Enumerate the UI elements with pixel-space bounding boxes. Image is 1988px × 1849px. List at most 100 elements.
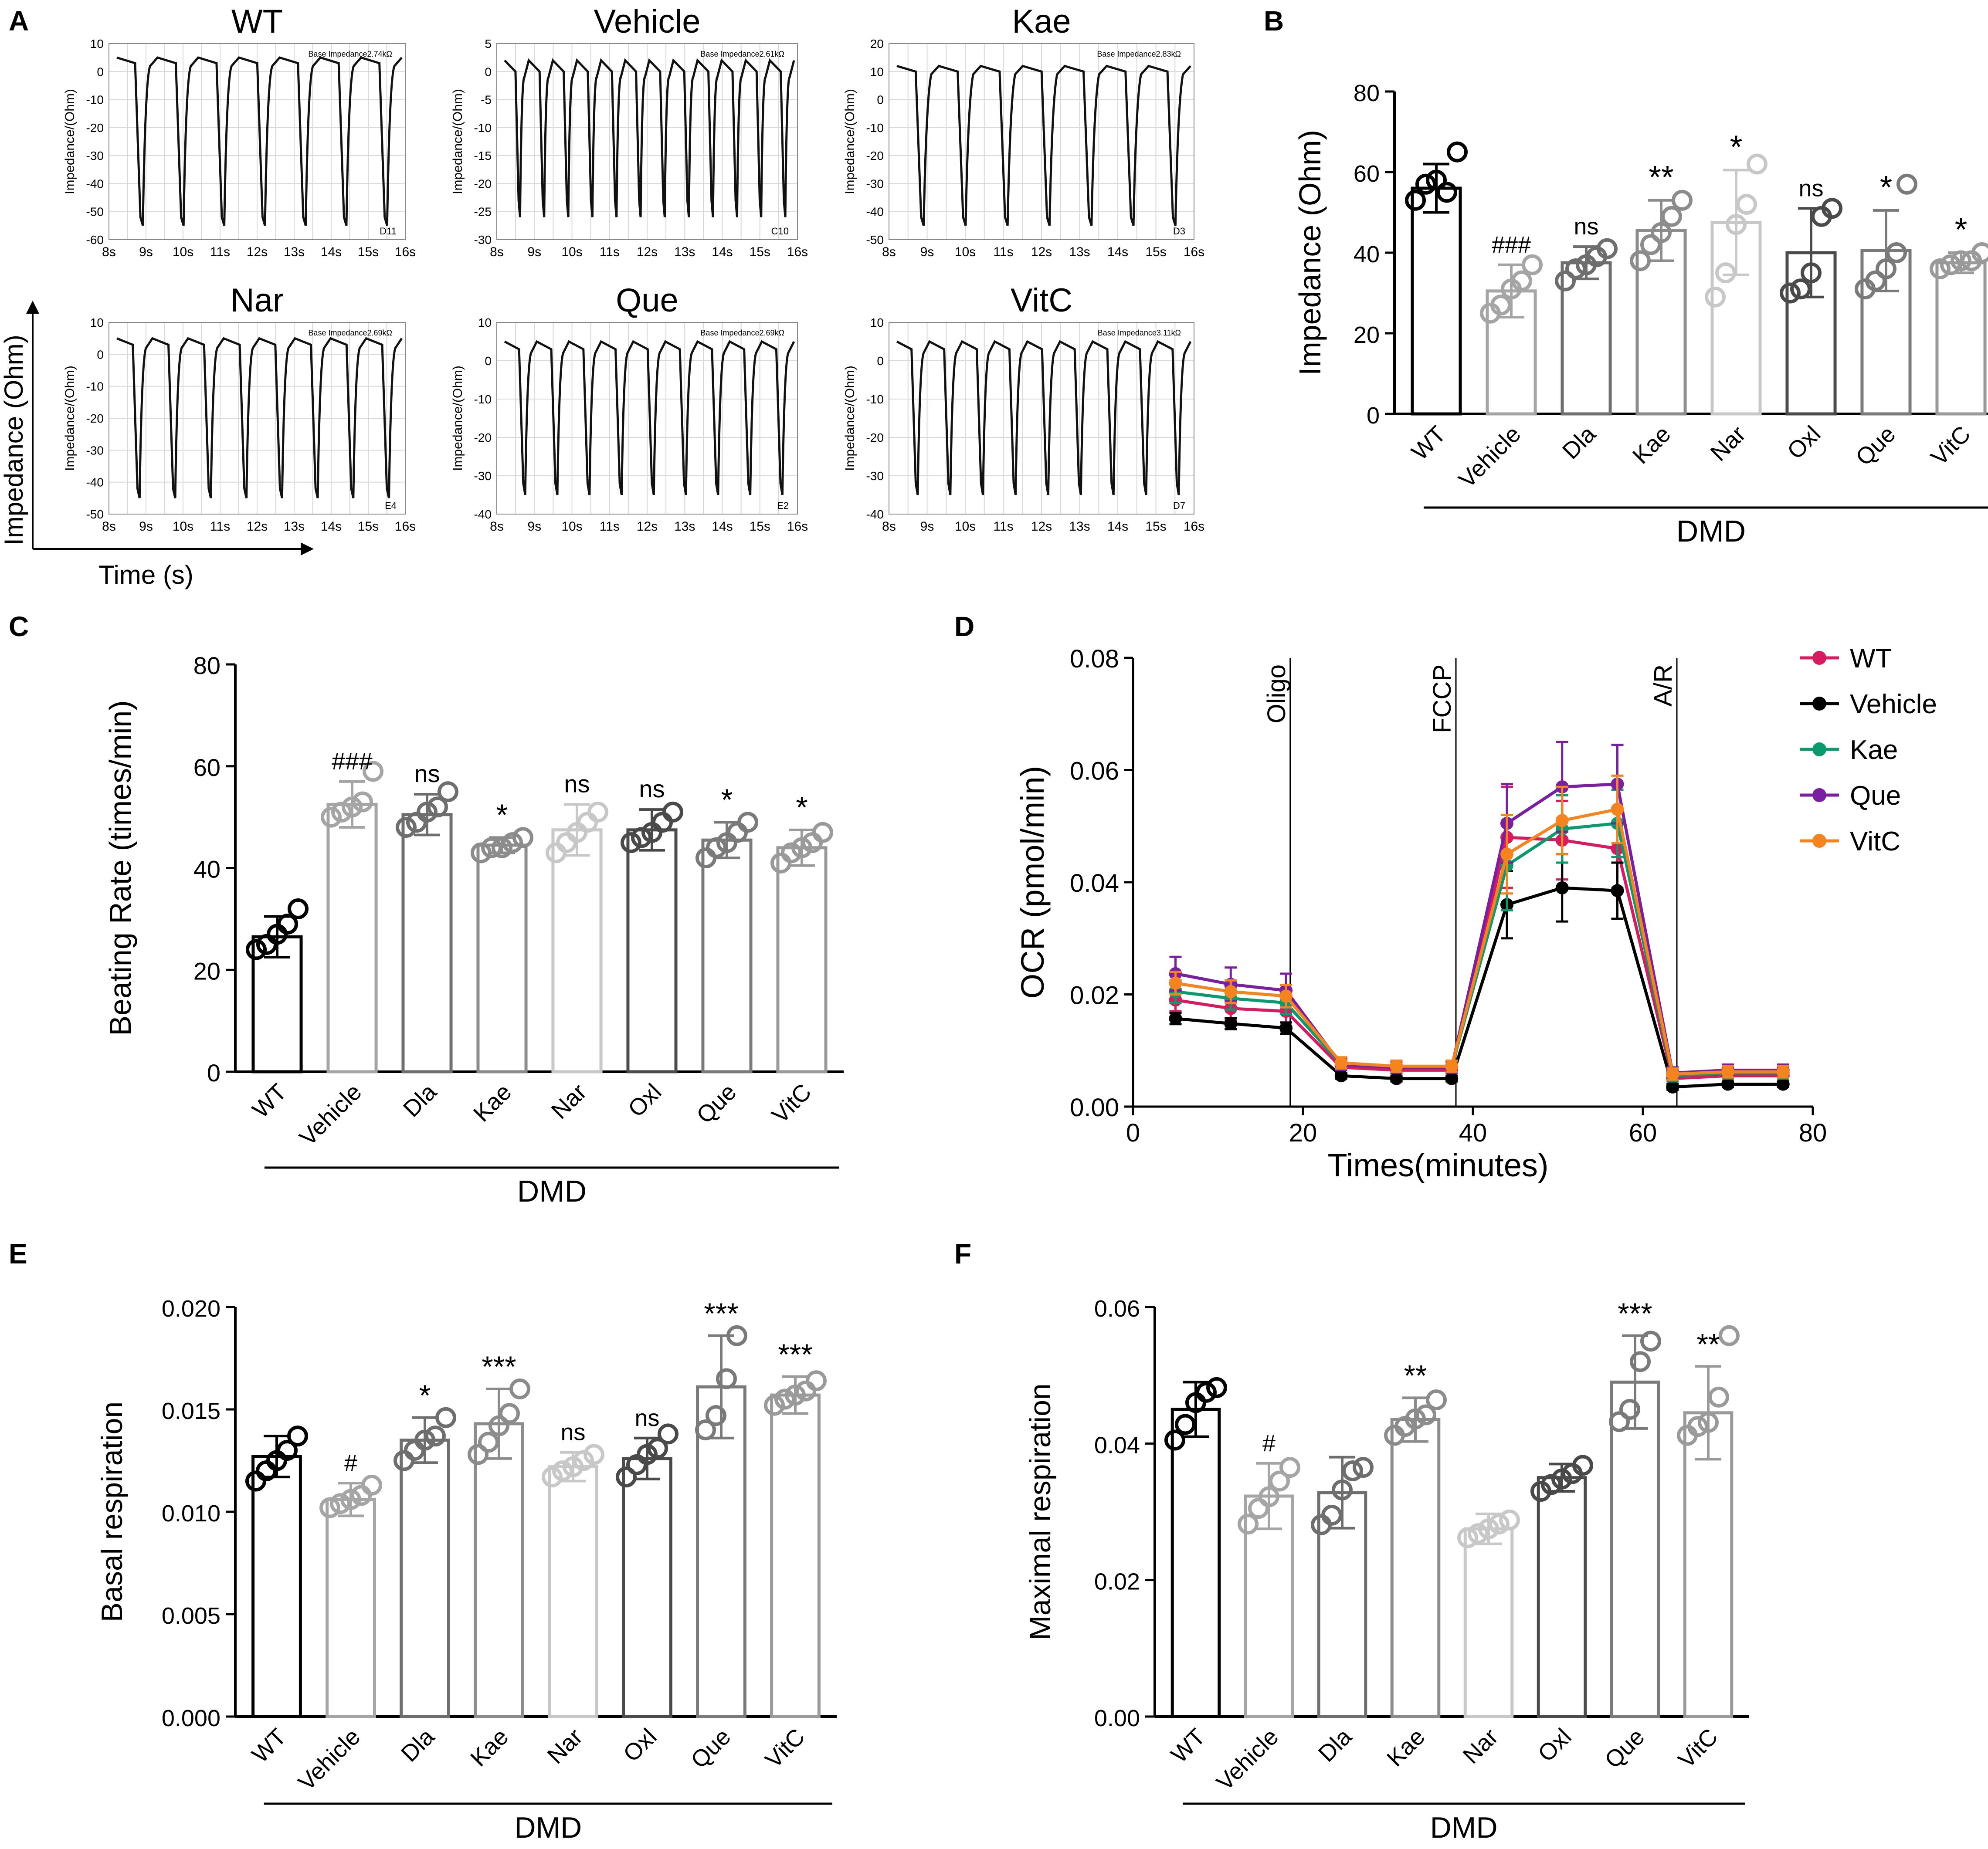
category-label-que: Que (686, 1724, 736, 1774)
significance-label-vehicle: ### (1492, 232, 1531, 258)
significance-label-vitc: ** (1697, 1327, 1720, 1361)
y-axis-label: Impedance/(Ohm) (63, 89, 77, 194)
category-label-wt: WT (247, 1724, 292, 1768)
x-tick-label: 80 (1799, 1119, 1827, 1147)
x-tick-label: 10s (173, 519, 193, 534)
significance-label-vitc: *** (778, 1338, 812, 1371)
y-tick-label: -60 (86, 233, 104, 247)
bar-dla (1561, 261, 1612, 416)
series-point-vehicle (1279, 1021, 1293, 1035)
y-tick-label: -50 (86, 205, 104, 219)
y-tick-label: -25 (474, 205, 492, 219)
series-point-vehicle (1721, 1077, 1734, 1091)
y-tick-label: -20 (866, 149, 884, 163)
data-point-kae (492, 837, 512, 858)
category-label-oxl: Oxl (623, 1079, 667, 1122)
data-point-kae (471, 842, 492, 864)
series-vitc: VitC (1169, 774, 1900, 1081)
y-tick-label: 10 (90, 316, 104, 329)
data-point-dla (1321, 1504, 1342, 1526)
x-tick-label: 13s (1069, 519, 1090, 534)
data-point-wt (246, 939, 267, 960)
well-id-label: E4 (385, 500, 397, 511)
data-point-vitc (1930, 258, 1951, 279)
data-point-wt (1405, 190, 1426, 211)
category-label-vitc: VitC (760, 1724, 810, 1773)
x-tick-label: 10s (955, 245, 976, 259)
data-point-kae (1426, 1389, 1447, 1411)
significance-label-vitc: * (796, 790, 807, 824)
data-point-nar (573, 1450, 594, 1471)
significance-label-dla: ns (414, 760, 440, 787)
dmd-group-label: DMD (1676, 514, 1746, 548)
data-point-vitc (1971, 242, 1988, 263)
data-point-vitc (1940, 254, 1961, 275)
x-tick-label: 14s (712, 519, 733, 534)
category-label-nar: Nar (546, 1079, 592, 1124)
x-tick-label: 10s (561, 519, 582, 534)
data-point-vitc (1708, 1386, 1729, 1408)
data-point-oxl (621, 832, 641, 853)
significance-label-nar: ns (560, 1419, 585, 1446)
injection-label-2: A/R (1649, 664, 1677, 707)
panel-c-beating-rate-bar-chart: 0 20 40 60 80 Beating Rate (times/min) WT ### Ve… (103, 652, 844, 1208)
category-label-dla: Dla (1557, 420, 1601, 464)
legend-marker-vehicle (1812, 697, 1826, 711)
bar-wt (1170, 1408, 1221, 1718)
y-tick-label: -30 (86, 444, 104, 457)
x-tick-label: 15s (1145, 245, 1166, 259)
y-tick-label: 0.00 (1070, 1094, 1119, 1122)
legend-label-vitc: VitC (1850, 826, 1900, 857)
y-tick-label: -30 (866, 469, 884, 483)
x-tick-label: 16s (787, 519, 808, 534)
category-label-dla: Dla (398, 1078, 442, 1122)
bar-nar (1463, 1527, 1514, 1718)
x-tick-label: 9s (920, 245, 934, 259)
data-point-wt (1436, 182, 1457, 203)
x-tick-label: 8s (490, 519, 504, 534)
y-tick-label: -10 (474, 121, 492, 135)
data-point-vitc (791, 837, 812, 858)
y-tick-label: -5 (481, 93, 492, 107)
data-point-kae (1651, 222, 1672, 243)
x-tick-label: 12s (637, 519, 658, 534)
injection-label-1: FCCP (1428, 664, 1456, 733)
significance-label-oxl: ns (1798, 175, 1823, 201)
data-point-nar (1478, 1518, 1499, 1540)
x-tick-label: 16s (1184, 245, 1204, 259)
y-tick-label: 0 (485, 354, 492, 368)
y-tick-label: -10 (86, 93, 104, 107)
category-label-vitc: VitC (767, 1079, 817, 1128)
data-point-que (1886, 242, 1907, 263)
series-point-vitc (1776, 1065, 1790, 1079)
data-point-dla (1311, 1514, 1332, 1535)
data-point-vitc (774, 1388, 795, 1410)
x-tick-label: 9s (139, 245, 153, 259)
x-tick-label: 10s (955, 519, 976, 534)
data-point-kae (502, 832, 523, 853)
data-point-nar (587, 801, 608, 823)
data-point-nar (552, 1460, 573, 1481)
x-tick-label: 10s (173, 245, 193, 259)
y-tick-label: 0 (877, 93, 884, 107)
data-point-oxl (1572, 1455, 1593, 1476)
data-point-que (1876, 258, 1896, 279)
base-impedance-label: Base Impedance2.74kΩ (308, 50, 392, 58)
significance-label-kae: * (496, 798, 508, 832)
data-point-dla (1353, 1457, 1374, 1478)
x-tick-label: 8s (102, 519, 116, 534)
y-axis-label: Basal respiration (95, 1402, 129, 1622)
data-point-nar (1736, 194, 1757, 215)
x-tick-label: 20 (1289, 1119, 1317, 1147)
y-tick-label: 10 (90, 37, 104, 51)
x-tick-label: 12s (637, 245, 658, 259)
bar-oxl (622, 1457, 672, 1718)
data-point-vehicle (1522, 254, 1543, 275)
series-line-vehicle (1175, 886, 1783, 1089)
data-point-nar (556, 832, 577, 853)
trace-title: WT (231, 3, 283, 40)
significance-label-que: *** (704, 1297, 738, 1330)
x-tick-label: 9s (920, 519, 934, 534)
data-point-oxl (662, 801, 683, 823)
